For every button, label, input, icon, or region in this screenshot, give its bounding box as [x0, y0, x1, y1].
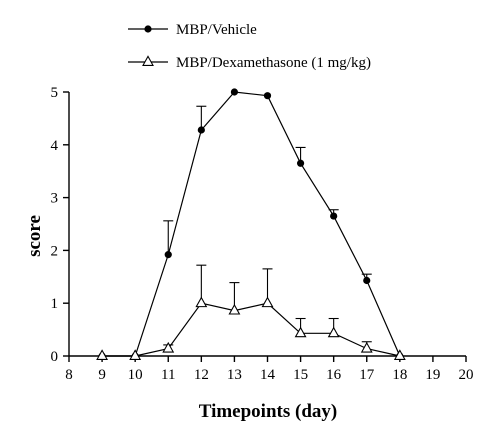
y-tick-label: 5 [51, 85, 59, 101]
series-2 [96, 264, 406, 360]
x-tick-label: 16 [326, 367, 342, 383]
series-line [102, 91, 401, 357]
data-point [363, 276, 371, 285]
x-tick-label: 14 [260, 367, 276, 383]
y-tick-label: 4 [51, 138, 59, 154]
data-point [164, 251, 172, 259]
series-line [102, 302, 400, 357]
x-tick-label: 12 [194, 367, 209, 383]
x-tick-label: 17 [359, 367, 375, 383]
y-tick-label: 0 [51, 349, 59, 365]
legend-marker [144, 25, 152, 33]
x-tick-label: 18 [392, 367, 407, 383]
x-tick-label: 19 [425, 367, 440, 383]
y-tick-label: 3 [51, 191, 59, 207]
data-point [296, 159, 305, 167]
y-axis-title: score [24, 215, 45, 257]
y-tick-label: 1 [51, 296, 59, 312]
x-tick-label: 13 [227, 367, 242, 383]
data-point [360, 341, 373, 353]
data-point [330, 212, 338, 220]
data-point [197, 126, 205, 134]
legend-marker [142, 55, 154, 66]
legend: MBP/Vehicle MBP/Dexamethasone (1 mg/kg) [128, 22, 371, 71]
legend-item-1: MBP/Vehicle [128, 22, 257, 38]
data-point [263, 92, 272, 100]
x-tick-label: 15 [293, 367, 308, 383]
x-axis-title: Timepoints (day) [199, 401, 337, 422]
x-tick-label: 20 [459, 367, 474, 383]
x-tick-label: 9 [98, 367, 106, 383]
x-tick-label: 10 [128, 367, 143, 383]
legend-item-2: MBP/Dexamethasone (1 mg/kg) [128, 55, 371, 71]
data-point [96, 349, 109, 360]
data-point [393, 349, 406, 360]
legend-label: MBP/Dexamethasone (1 mg/kg) [176, 55, 371, 71]
series-1 [98, 88, 404, 360]
data-point [327, 326, 340, 338]
series-layer [96, 88, 406, 360]
y-tick-label: 2 [51, 243, 59, 259]
data-point [294, 326, 307, 338]
data-point [228, 303, 241, 315]
data-point [230, 88, 239, 96]
x-tick-label: 11 [161, 367, 175, 383]
data-point [195, 296, 208, 308]
data-point [261, 296, 274, 308]
data-point [162, 341, 175, 353]
legend-label: MBP/Vehicle [176, 22, 257, 38]
x-tick-label: 8 [65, 367, 73, 383]
data-point [129, 349, 142, 360]
